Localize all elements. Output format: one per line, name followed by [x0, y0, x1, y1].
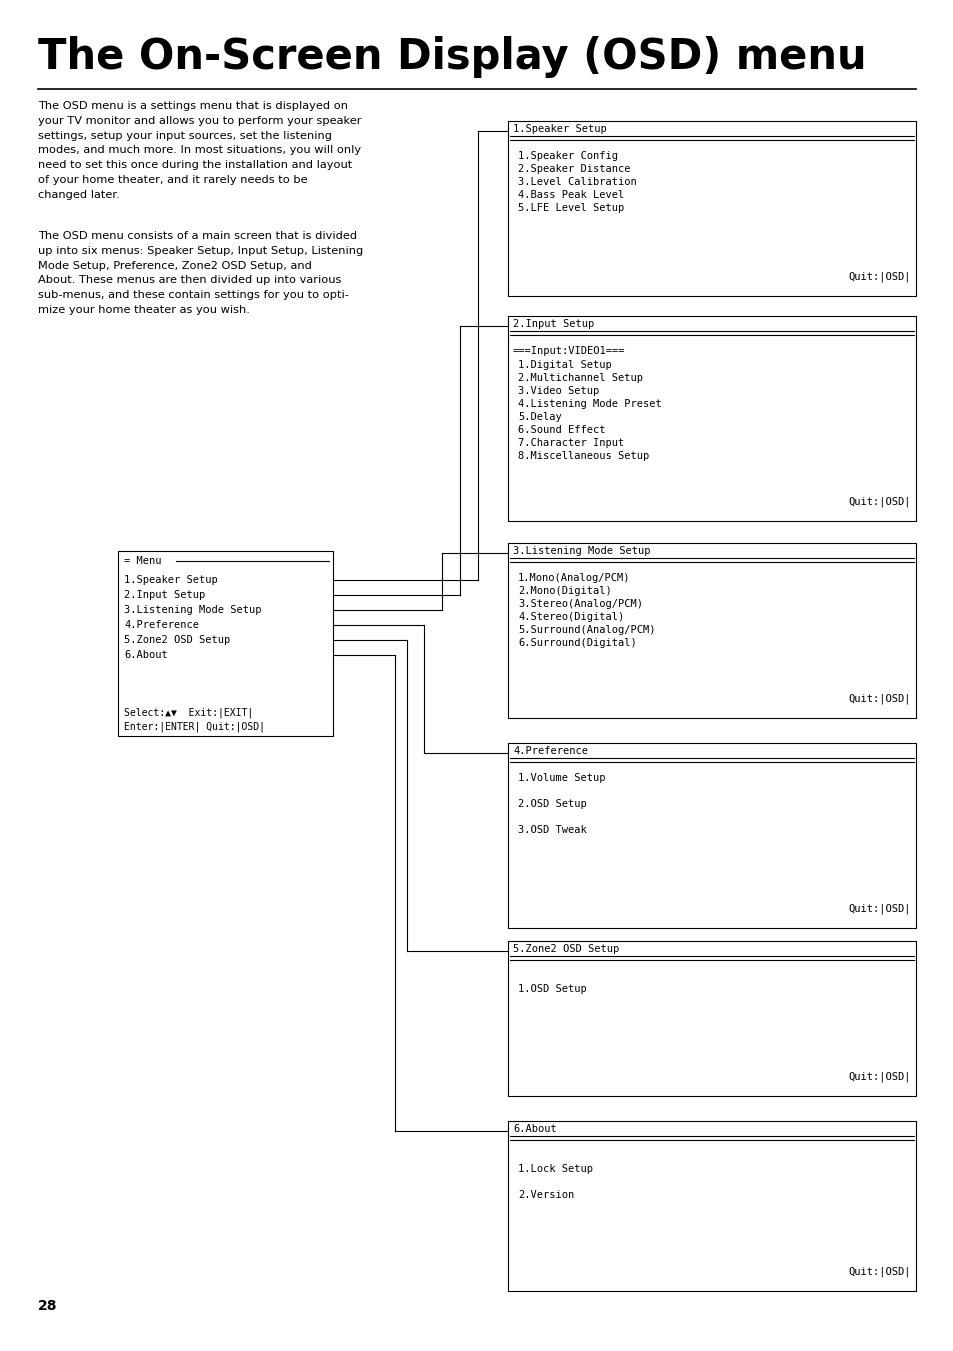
- Text: 4.Preference: 4.Preference: [124, 620, 199, 630]
- Text: 3.Video Setup: 3.Video Setup: [517, 386, 598, 396]
- Text: 6.About: 6.About: [124, 650, 168, 661]
- Text: 1.Speaker Setup: 1.Speaker Setup: [124, 576, 217, 585]
- Text: 8.Miscellaneous Setup: 8.Miscellaneous Setup: [517, 451, 649, 461]
- Text: The OSD menu is a settings menu that is displayed on
your TV monitor and allows : The OSD menu is a settings menu that is …: [38, 101, 361, 200]
- Text: 1.OSD Setup: 1.OSD Setup: [517, 984, 586, 994]
- Text: 5.Delay: 5.Delay: [517, 412, 561, 422]
- Text: Quit:|OSD|: Quit:|OSD|: [847, 497, 910, 507]
- Text: Quit:|OSD|: Quit:|OSD|: [847, 693, 910, 704]
- Text: 5.Zone2 OSD Setup: 5.Zone2 OSD Setup: [513, 944, 618, 954]
- Text: 1.Lock Setup: 1.Lock Setup: [517, 1165, 593, 1174]
- Text: 3.Listening Mode Setup: 3.Listening Mode Setup: [513, 546, 650, 557]
- Text: 28: 28: [38, 1300, 57, 1313]
- Text: ===Input:VIDEO1===: ===Input:VIDEO1===: [513, 346, 625, 357]
- Text: 2.Version: 2.Version: [517, 1190, 574, 1200]
- Bar: [507, 942, 915, 1096]
- Text: 2.Multichannel Setup: 2.Multichannel Setup: [517, 373, 642, 382]
- Text: 3.Stereo(Analog/PCM): 3.Stereo(Analog/PCM): [517, 598, 642, 609]
- Bar: [507, 1121, 915, 1292]
- Bar: [507, 743, 915, 928]
- Text: Quit:|OSD|: Quit:|OSD|: [847, 1071, 910, 1082]
- Text: 3.OSD Tweak: 3.OSD Tweak: [517, 825, 586, 835]
- Text: The On-Screen Display (OSD) menu: The On-Screen Display (OSD) menu: [38, 36, 865, 78]
- Text: 2.Speaker Distance: 2.Speaker Distance: [517, 163, 630, 174]
- Text: 7.Character Input: 7.Character Input: [517, 438, 623, 449]
- Text: 4.Bass Peak Level: 4.Bass Peak Level: [517, 190, 623, 200]
- Text: 6.About: 6.About: [513, 1124, 557, 1133]
- Text: 2.Mono(Digital): 2.Mono(Digital): [517, 586, 611, 596]
- Text: 5.LFE Level Setup: 5.LFE Level Setup: [517, 203, 623, 213]
- Text: 4.Listening Mode Preset: 4.Listening Mode Preset: [517, 399, 661, 409]
- Text: 2.OSD Setup: 2.OSD Setup: [517, 798, 586, 809]
- Text: 3.Listening Mode Setup: 3.Listening Mode Setup: [124, 605, 261, 615]
- Text: 4.Preference: 4.Preference: [513, 746, 587, 757]
- Bar: [507, 122, 915, 296]
- Text: 2.Input Setup: 2.Input Setup: [124, 590, 205, 600]
- Text: 1.Speaker Setup: 1.Speaker Setup: [513, 124, 606, 134]
- Text: 3.Level Calibration: 3.Level Calibration: [517, 177, 636, 186]
- Bar: [507, 543, 915, 717]
- Text: 1.Speaker Config: 1.Speaker Config: [517, 151, 618, 161]
- Text: 4.Stereo(Digital): 4.Stereo(Digital): [517, 612, 623, 621]
- Text: The OSD menu consists of a main screen that is divided
up into six menus: Speake: The OSD menu consists of a main screen t…: [38, 231, 363, 315]
- Text: Quit:|OSD|: Quit:|OSD|: [847, 1266, 910, 1277]
- Text: 6.Sound Effect: 6.Sound Effect: [517, 426, 605, 435]
- Text: 1.Digital Setup: 1.Digital Setup: [517, 359, 611, 370]
- Text: Quit:|OSD|: Quit:|OSD|: [847, 904, 910, 915]
- Text: 2.Input Setup: 2.Input Setup: [513, 319, 594, 330]
- Bar: [118, 551, 333, 736]
- Text: = Menu: = Menu: [124, 557, 161, 566]
- Text: Enter:|ENTER| Quit:|OSD|: Enter:|ENTER| Quit:|OSD|: [124, 721, 265, 732]
- Text: 6.Surround(Digital): 6.Surround(Digital): [517, 638, 636, 648]
- Text: Quit:|OSD|: Quit:|OSD|: [847, 272, 910, 282]
- Bar: [507, 316, 915, 521]
- Text: Select:▲▼  Exit:|EXIT|: Select:▲▼ Exit:|EXIT|: [124, 708, 253, 719]
- Text: 1.Volume Setup: 1.Volume Setup: [517, 773, 605, 784]
- Text: 5.Zone2 OSD Setup: 5.Zone2 OSD Setup: [124, 635, 230, 644]
- Text: 5.Surround(Analog/PCM): 5.Surround(Analog/PCM): [517, 626, 655, 635]
- Text: 1.Mono(Analog/PCM): 1.Mono(Analog/PCM): [517, 573, 630, 584]
